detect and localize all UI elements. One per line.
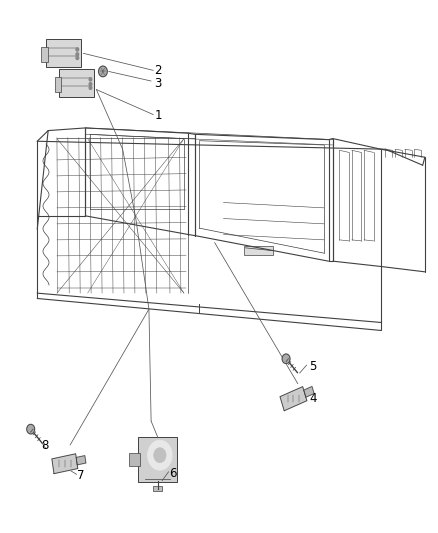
- Text: 5: 5: [309, 360, 317, 373]
- Circle shape: [27, 424, 35, 434]
- Circle shape: [89, 78, 92, 81]
- Text: 4: 4: [309, 392, 317, 405]
- FancyBboxPatch shape: [41, 47, 47, 62]
- Circle shape: [76, 48, 79, 51]
- FancyBboxPatch shape: [153, 486, 162, 491]
- Circle shape: [76, 53, 79, 56]
- FancyBboxPatch shape: [129, 453, 139, 466]
- Text: 6: 6: [170, 467, 177, 480]
- FancyBboxPatch shape: [138, 437, 177, 482]
- FancyBboxPatch shape: [59, 69, 94, 97]
- Circle shape: [154, 448, 166, 463]
- Circle shape: [76, 56, 79, 60]
- FancyBboxPatch shape: [54, 77, 60, 92]
- Circle shape: [148, 440, 172, 470]
- Polygon shape: [304, 386, 314, 397]
- Circle shape: [89, 83, 92, 86]
- Polygon shape: [76, 456, 86, 465]
- Text: 8: 8: [42, 439, 49, 451]
- Circle shape: [89, 86, 92, 90]
- Text: 7: 7: [77, 470, 84, 482]
- FancyBboxPatch shape: [46, 39, 81, 67]
- Polygon shape: [52, 454, 78, 474]
- Text: 2: 2: [154, 64, 162, 77]
- Circle shape: [282, 354, 290, 364]
- FancyBboxPatch shape: [244, 246, 273, 255]
- Text: 3: 3: [154, 77, 162, 90]
- Text: 1: 1: [154, 109, 162, 122]
- Circle shape: [99, 66, 107, 77]
- Polygon shape: [280, 386, 307, 411]
